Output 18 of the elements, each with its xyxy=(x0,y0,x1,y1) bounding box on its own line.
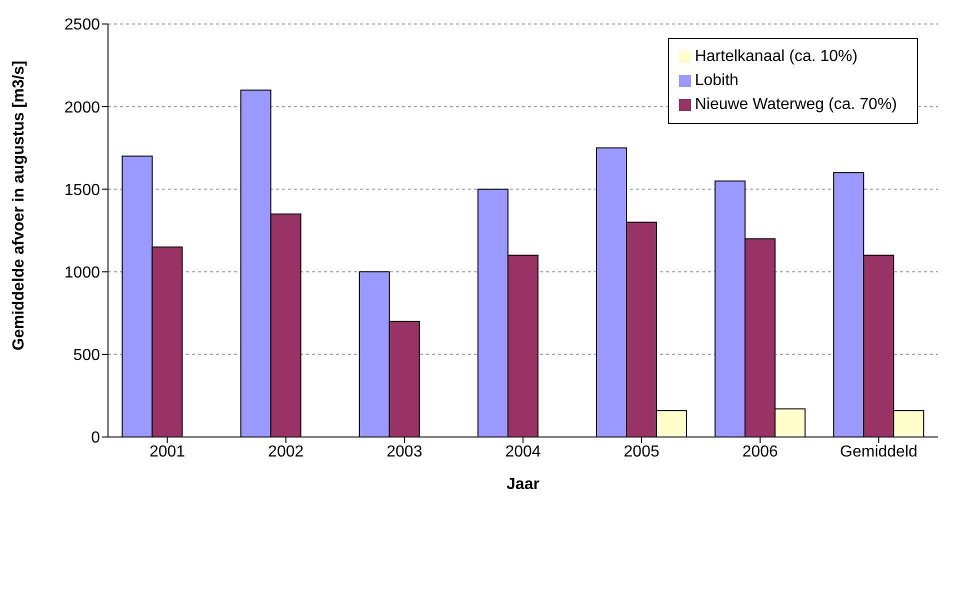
x-tick-label: 2005 xyxy=(624,443,660,460)
x-tick-label: 2002 xyxy=(268,443,304,460)
x-tick-label: 2004 xyxy=(505,443,541,460)
x-tick-label: Gemiddeld xyxy=(840,443,918,460)
x-tick-label: 2003 xyxy=(386,443,422,460)
legend-label: Lobith xyxy=(694,72,738,89)
x-axis-title: Jaar xyxy=(506,476,540,493)
y-tick-label: 500 xyxy=(73,347,100,364)
y-tick-label: 0 xyxy=(91,430,100,447)
y-tick-label: 1500 xyxy=(64,182,100,199)
legend-label: Nieuwe Waterweg (ca. 70%) xyxy=(694,96,897,113)
y-tick-label: 2500 xyxy=(64,16,100,34)
x-tick-label: 2006 xyxy=(742,443,778,460)
y-axis-title: Gemiddelde afvoer in augustus [m3/s] xyxy=(10,60,28,350)
y-tick-label: 1000 xyxy=(64,264,100,282)
legend-label: Hartelkanaal (ca. 10%) xyxy=(694,48,858,65)
y-tick-label: 2000 xyxy=(64,99,100,116)
x-tick-label: 2001 xyxy=(149,443,186,460)
